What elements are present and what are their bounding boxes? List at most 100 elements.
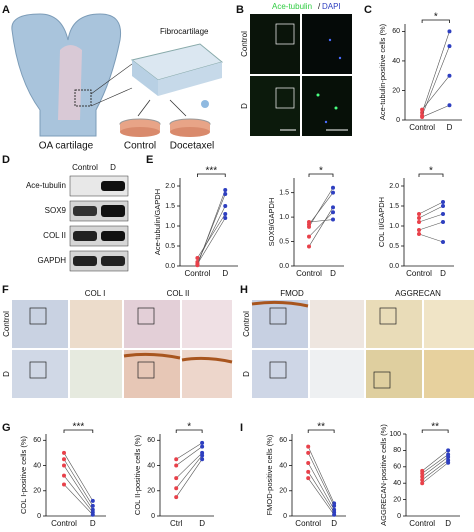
y-tick-label: 40 xyxy=(392,58,400,65)
point xyxy=(447,73,452,78)
point xyxy=(446,448,451,453)
significance-bracket xyxy=(421,19,450,23)
x-tick-label: Control xyxy=(406,269,432,278)
point xyxy=(195,256,200,260)
pair-line xyxy=(197,205,226,263)
pair-line xyxy=(197,213,226,259)
point xyxy=(417,216,421,220)
point xyxy=(307,220,311,224)
y-tick-label: 20 xyxy=(279,488,287,495)
panel-letter: G xyxy=(2,422,11,434)
y-tick-label: 80 xyxy=(393,447,401,454)
column-label: COL I xyxy=(85,289,106,298)
significance-bracket xyxy=(197,173,226,177)
y-tick-label: 40 xyxy=(279,462,287,469)
pair-line xyxy=(422,450,449,472)
pair-line xyxy=(307,462,335,510)
row-label: Ace-tubulin xyxy=(26,181,66,190)
pair-line xyxy=(418,213,444,223)
point xyxy=(90,503,95,508)
point xyxy=(331,210,335,215)
image-title: DAPI xyxy=(322,2,341,11)
y-tick-label: 0.5 xyxy=(279,238,289,245)
row-label: GAPDH xyxy=(38,256,67,265)
pair-line xyxy=(197,217,226,265)
point xyxy=(417,212,421,216)
point xyxy=(420,115,425,120)
y-tick-label: 40 xyxy=(393,480,401,487)
significance-bracket xyxy=(418,173,444,177)
annotation: * xyxy=(187,422,191,433)
point xyxy=(200,457,205,462)
pair-line xyxy=(307,471,335,513)
significance-bracket xyxy=(307,429,335,433)
point xyxy=(223,188,228,192)
point xyxy=(441,200,445,204)
pair-line xyxy=(307,477,335,515)
point xyxy=(441,212,445,216)
point xyxy=(174,457,179,462)
y-tick-label: 0 xyxy=(151,513,155,520)
y-axis-label: AGGRECAN-positive cells (%) xyxy=(379,424,388,526)
annotation: * xyxy=(319,166,323,177)
pair-line xyxy=(422,456,449,477)
pair-line xyxy=(63,465,94,510)
image-title: Ace-tubulin xyxy=(272,2,312,11)
point xyxy=(446,454,451,459)
pair-line xyxy=(421,31,450,113)
row-label: D xyxy=(242,371,251,377)
pair-line xyxy=(308,207,334,247)
row-label: D xyxy=(240,103,249,109)
y-axis-label: SOX9/GAPDH xyxy=(267,198,276,247)
x-tick-label: Control xyxy=(51,519,77,528)
pair-line xyxy=(418,233,444,243)
y-tick-label: 40 xyxy=(147,462,155,469)
y-tick-label: 20 xyxy=(147,488,155,495)
y-tick-label: 60 xyxy=(392,28,400,35)
y-axis-label: COL II-positive cells (%) xyxy=(133,434,142,515)
point xyxy=(331,205,335,210)
x-tick-label: D xyxy=(447,123,453,132)
point xyxy=(174,476,179,481)
panel-letter: A xyxy=(2,4,10,16)
annotation: * xyxy=(434,12,438,23)
y-tick-label: 20 xyxy=(392,87,400,94)
point xyxy=(441,220,445,224)
y-tick-label: 40 xyxy=(33,462,41,469)
pair-line xyxy=(63,484,94,515)
x-tick-label: Control xyxy=(409,123,435,132)
point xyxy=(446,460,451,465)
point xyxy=(447,103,452,108)
y-tick-label: 60 xyxy=(393,464,401,471)
panel-letter: D xyxy=(2,154,10,166)
point xyxy=(420,477,425,482)
histology xyxy=(12,300,233,398)
pair-line xyxy=(175,459,203,498)
pair-line xyxy=(175,452,203,479)
point xyxy=(331,190,335,195)
panel-letter: H xyxy=(240,284,248,296)
y-axis-label: COL I-positive cells (%) xyxy=(19,435,28,514)
pair-line xyxy=(308,212,334,237)
image-title: / xyxy=(318,2,321,11)
annotation: ** xyxy=(317,422,325,433)
y-axis-label: FMOD-positive cells (%) xyxy=(265,434,274,515)
point xyxy=(417,232,421,236)
point xyxy=(306,469,311,474)
pair-line xyxy=(176,446,203,466)
point xyxy=(200,453,205,458)
x-tick-label: D xyxy=(445,519,451,528)
x-tick-label: Ctrl xyxy=(170,519,183,528)
label: OA cartilage xyxy=(39,141,94,152)
column-label: FMOD xyxy=(280,289,304,298)
y-axis-label: Ace-tubulin/GAPDH xyxy=(153,189,162,255)
point xyxy=(223,216,228,220)
point xyxy=(307,244,311,249)
pair-line xyxy=(418,205,444,219)
point xyxy=(331,185,335,190)
x-tick-label: D xyxy=(199,519,205,528)
y-tick-label: 2.0 xyxy=(389,183,399,190)
pair-line xyxy=(176,442,203,460)
pair-line xyxy=(175,455,203,489)
row-label: SOX9 xyxy=(45,206,67,215)
